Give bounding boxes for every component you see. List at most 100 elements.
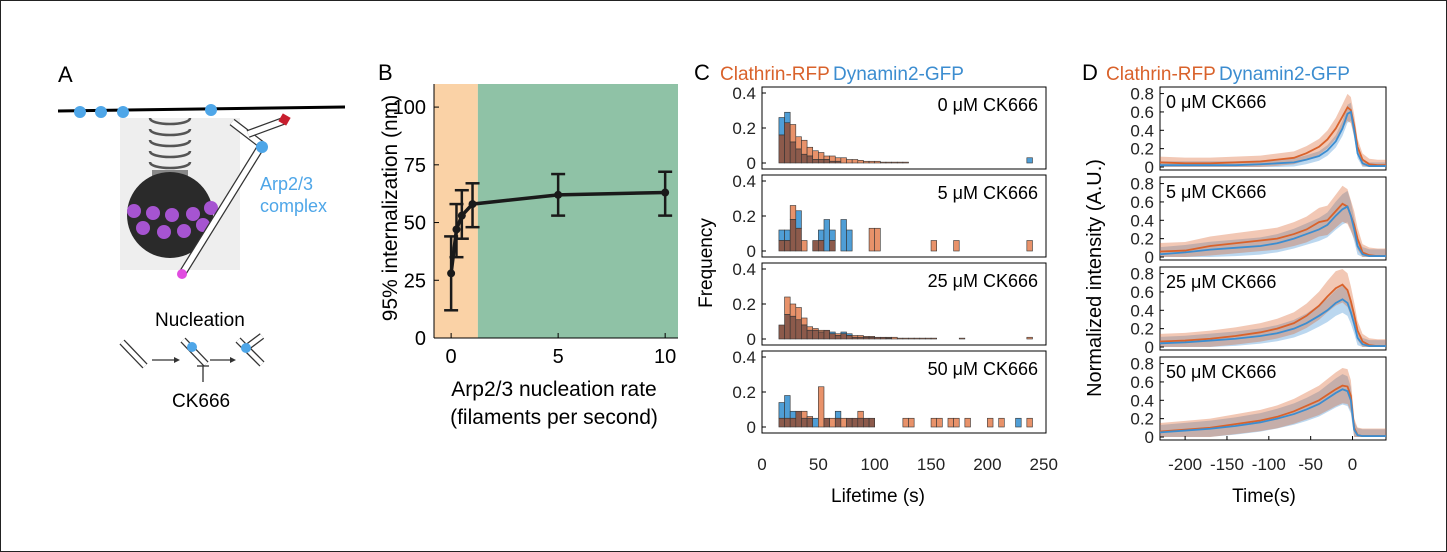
dynamin-band: [1160, 374, 1386, 437]
dynamin-bar: [778, 229, 785, 241]
overlap-bar: [801, 417, 808, 428]
data-point: [447, 269, 456, 278]
clathrin-bar: [930, 417, 937, 428]
clathrin-bar: [885, 161, 892, 164]
clathrin-bar: [857, 410, 864, 419]
clathrin-band: [1160, 269, 1386, 347]
overlap-bar: [812, 329, 819, 340]
membrane-invagination-coil: [148, 117, 192, 170]
overlap-bar: [823, 329, 830, 340]
dynamin-trace: [1159, 388, 1386, 437]
y-tick-label: 50: [404, 213, 426, 235]
overlap-bar: [823, 159, 830, 164]
x-tick-label: 0: [446, 346, 457, 368]
clathrin-trace: [1159, 202, 1386, 257]
overlap-bar: [789, 219, 797, 252]
pointed-end-dot: [177, 269, 187, 279]
trace-frame: [1159, 86, 1387, 171]
x-tick-label: -150: [1210, 455, 1244, 474]
clathrin-band: [1160, 367, 1386, 437]
nucleation-label: Nucleation: [155, 310, 245, 331]
clathrin-bar: [958, 337, 966, 340]
clathrin-bar: [863, 160, 870, 164]
arp23-branch-dot: [256, 141, 268, 153]
subplot-condition-label: 25 μM CK666: [1166, 272, 1276, 292]
clathrin-bar: [801, 410, 808, 419]
overlap-bar: [778, 240, 785, 252]
y-tick-label: 0.4: [732, 172, 756, 191]
x-tick-label: -200: [1168, 455, 1202, 474]
overlap-bar: [874, 336, 881, 340]
overlap-bar: [851, 417, 859, 428]
y-tick-label: 0.2: [732, 383, 756, 402]
dynamin-bar: [789, 410, 797, 419]
overlap-bar: [778, 417, 785, 428]
overlap-bar: [806, 417, 814, 428]
y-tick-label: 0: [747, 154, 756, 173]
overlap-bar: [857, 417, 864, 428]
panel-b-xlabel: Arp2/3 nucleation rate: [451, 378, 656, 401]
panel-d: D Clathrin-RFP Dynamin2-GFP 00.20.40.60.…: [1082, 60, 1387, 507]
dynamin-bar: [818, 229, 825, 241]
overlap-bar: [818, 331, 825, 340]
cargo-dot-8: [177, 224, 191, 238]
overlap-bar: [812, 240, 819, 252]
panel-a: A Arp2/3 complex Nucleation: [57, 62, 346, 412]
y-tick-label: 0.4: [732, 84, 756, 103]
y-tick-label: 0: [747, 418, 756, 437]
subplot-condition-label: 50 μM CK666: [1166, 362, 1276, 382]
dynamin-trace: [1159, 298, 1386, 347]
dynamin-bar: [834, 410, 842, 419]
clathrin-bar: [801, 317, 808, 326]
overlap-bar: [795, 227, 802, 252]
overlap-bar: [801, 324, 808, 340]
clathrin-bar: [789, 205, 797, 220]
clathrin-bar: [998, 417, 1005, 428]
clathrin-bar: [851, 159, 859, 164]
data-point: [452, 225, 461, 234]
dynamin-bar: [778, 402, 785, 419]
panel-a-letter: A: [58, 62, 73, 87]
clathrin-bar: [953, 417, 960, 428]
clathrin-bar: [930, 337, 937, 340]
y-tick-label: 0: [747, 330, 756, 349]
overlap-bar: [795, 148, 802, 164]
dynamin-bar: [1015, 417, 1022, 428]
dynamin-trace: [1159, 205, 1386, 257]
panel-d-ylabel: Normalized intensity (A.U.): [1084, 159, 1106, 397]
y-tick-label: 0.2: [1130, 320, 1154, 339]
overlap-bar: [840, 333, 847, 340]
data-point: [468, 200, 477, 209]
trace-frame: [1159, 356, 1387, 441]
clathrin-trace: [1159, 283, 1386, 347]
dynamin-bar: [846, 229, 853, 252]
clathrin-bar: [1026, 417, 1033, 428]
overlap-bar: [784, 314, 791, 340]
y-tick-label: 25: [404, 270, 426, 292]
y-tick-label: 0.6: [1130, 103, 1154, 122]
nucleation-scheme: [119, 333, 265, 382]
overlap-bar: [868, 336, 875, 340]
y-tick-label: 0.4: [1130, 211, 1154, 230]
clathrin-bar: [789, 124, 797, 143]
clathrin-bar: [806, 326, 814, 331]
arp23-label-line2: complex: [260, 196, 327, 216]
dynamin-bar: [829, 229, 836, 241]
y-tick-label: 75: [404, 155, 426, 177]
clathrin-bar: [874, 160, 881, 164]
clathrin-bar: [829, 155, 836, 162]
subplot-condition-label: 5 μM CK666: [1166, 182, 1266, 202]
panel-b-letter: B: [378, 60, 393, 85]
y-tick-label: 0.2: [1130, 140, 1154, 159]
y-tick-label: 0.4: [1130, 121, 1154, 140]
overlap-bar: [812, 159, 819, 164]
dynamin-bar: [778, 117, 785, 136]
cargo-dot-4: [186, 207, 200, 221]
clathrin-bar: [829, 417, 836, 428]
arp23-dot-3: [117, 106, 129, 118]
y-tick-label: 0: [1145, 428, 1154, 447]
overlap-bar: [818, 240, 825, 252]
clathrin-bar: [913, 337, 921, 340]
panel-b-xlabel-line2: (filaments per second): [450, 406, 658, 429]
panel-b-ylabel: 95% internalization (nm): [379, 95, 402, 321]
